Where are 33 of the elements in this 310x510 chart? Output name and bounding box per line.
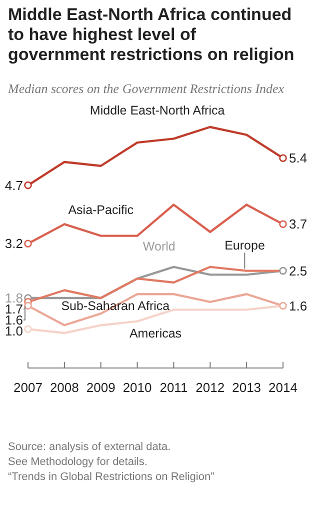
x-tick-label: 2012 [196, 380, 225, 395]
series-label: Europe [224, 238, 265, 253]
text: See Methodology for details. [8, 456, 148, 468]
text: “Trends in Global Restrictions on Religion” [8, 471, 215, 483]
point [279, 220, 287, 228]
data-label: 3.2 [4, 236, 23, 252]
series-label: Middle East-North Africa [90, 103, 225, 118]
chart-subtitle: Median scores on the Government Restrictions Index [7, 81, 284, 96]
point [24, 181, 32, 190]
x-tick-label: 2011 [160, 380, 188, 395]
data-label: 5.4 [289, 150, 308, 166]
point [279, 302, 287, 310]
data-label: 3.7 [289, 216, 308, 232]
x-tick-label: 2009 [86, 380, 116, 395]
x-tick-label: 2014 [268, 380, 298, 395]
series-label: World [142, 240, 176, 254]
point [279, 266, 287, 275]
x-tick-label: 2013 [232, 380, 262, 395]
point [24, 240, 32, 248]
series-label: Americas [129, 326, 182, 341]
x-tick-label: 2010 [122, 380, 152, 395]
point [24, 325, 32, 334]
series-label: Sub-Saharan Africa [61, 298, 170, 313]
point [279, 154, 287, 162]
data-label: 4.7 [4, 178, 23, 193]
point [24, 302, 32, 310]
source-note: Source: analysis of external data. [8, 441, 171, 453]
data-label: 1.6 [289, 298, 308, 314]
x-tick-label: 2008 [50, 380, 79, 395]
chart-title: Middle East-North Africa continued to have highest level of government restrictions on religion [8, 5, 294, 64]
x-tick-label: 2007 [14, 380, 42, 395]
data-label: 2.5 [289, 263, 308, 278]
series-label: Asia-Pacific [68, 202, 134, 217]
